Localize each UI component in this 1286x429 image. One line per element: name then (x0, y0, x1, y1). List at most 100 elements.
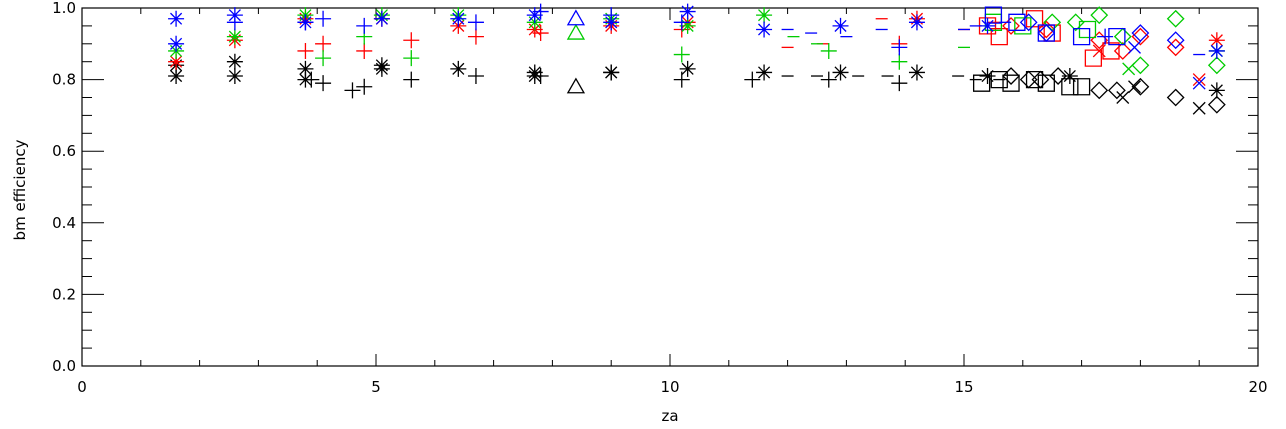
plus-marker (226, 14, 243, 31)
asterisk-marker (908, 64, 925, 81)
diamond-marker (1002, 16, 1020, 35)
plus-marker (297, 42, 314, 59)
asterisk-marker (603, 64, 620, 81)
plot-frame (81, 7, 1259, 367)
square-marker (1037, 24, 1055, 42)
diamond-marker (1166, 38, 1185, 57)
diamond-marker (1131, 56, 1150, 75)
plus-marker (467, 14, 484, 31)
square-marker (1102, 42, 1120, 60)
diamond-marker (1031, 70, 1050, 89)
cross-marker (1116, 91, 1130, 104)
diamond-marker (1090, 81, 1109, 100)
plus-marker (891, 53, 908, 70)
square-marker (1108, 27, 1126, 46)
cross-marker (1128, 80, 1141, 94)
plus-marker (467, 68, 484, 85)
cross-marker (1192, 73, 1206, 87)
asterisk-marker (679, 17, 696, 34)
plus-marker (820, 42, 837, 59)
diamond-marker (1066, 13, 1085, 32)
triangle-marker (566, 77, 586, 94)
plus-marker (403, 71, 420, 88)
x-axis-title: za (661, 407, 678, 425)
square-marker (990, 70, 1008, 89)
cross-marker (1192, 76, 1206, 90)
square-marker (990, 27, 1008, 46)
asterisk-marker (450, 60, 467, 77)
plus-marker (673, 46, 690, 63)
y-tick-label: 0.6 (52, 142, 76, 160)
asterisk-marker (756, 64, 773, 81)
plus-marker (403, 32, 420, 49)
y-tick-label: 0.4 (52, 214, 76, 232)
asterisk-marker (297, 60, 314, 77)
asterisk-marker (1208, 32, 1225, 49)
diamond-marker (1037, 20, 1056, 39)
square-marker (1002, 74, 1020, 92)
plus-marker (303, 71, 320, 88)
diamond-marker (1131, 24, 1150, 42)
plus-marker (603, 7, 620, 24)
asterisk-marker (226, 68, 243, 85)
diamond-marker (1037, 24, 1056, 42)
asterisk-marker (373, 10, 390, 27)
diamond-marker (1019, 70, 1038, 89)
diamond-marker (1131, 77, 1150, 96)
asterisk-marker (168, 68, 185, 85)
asterisk-marker (1061, 68, 1078, 85)
plus-marker (356, 42, 373, 59)
y-tick-label: 1.0 (52, 0, 76, 17)
square-marker (1025, 70, 1044, 89)
plus-marker (891, 75, 908, 92)
x-tick-label: 0 (77, 378, 87, 396)
plus-marker (315, 75, 332, 92)
plus-marker (1097, 28, 1114, 45)
x-tick-label: 5 (371, 378, 381, 396)
plus-marker (532, 3, 549, 20)
diamond-marker (1166, 88, 1185, 107)
asterisk-marker (679, 60, 696, 77)
plus-marker (344, 82, 361, 99)
plus-marker (532, 25, 549, 42)
cross-marker (1122, 62, 1136, 76)
plus-marker (315, 10, 332, 27)
diamond-marker (1166, 9, 1185, 28)
square-marker (972, 74, 991, 92)
square-marker (1008, 13, 1026, 31)
asterisk-marker (1208, 42, 1225, 59)
plus-marker (820, 71, 837, 88)
plot-border (81, 7, 1259, 367)
cross-marker (1192, 101, 1206, 115)
diamond-marker (1207, 95, 1226, 114)
cross-marker (1128, 40, 1141, 54)
x-tick-label: 20 (1248, 378, 1267, 396)
plus-marker (315, 35, 332, 52)
plus-marker (744, 71, 761, 88)
plus-marker (673, 14, 690, 31)
asterisk-marker (168, 35, 185, 52)
asterisk-marker (832, 17, 849, 34)
x-tick-label: 10 (660, 378, 679, 396)
square-marker (984, 6, 1003, 24)
plus-marker (532, 68, 549, 85)
triangle-marker (566, 9, 586, 26)
plus-marker (356, 78, 373, 95)
plus-marker (467, 28, 484, 45)
asterisk-marker (1208, 82, 1225, 99)
triangle-marker (566, 23, 586, 40)
diamond-marker (1113, 42, 1132, 60)
asterisk-marker (168, 10, 185, 27)
y-tick-label: 0.8 (52, 71, 76, 89)
asterisk-marker (373, 57, 390, 74)
diamond-marker (1090, 6, 1109, 25)
axis-ticks: 0 5 10 15 20 0.0 0.2 0.4 0.6 0.8 1.0 (52, 0, 1267, 396)
square-marker (978, 17, 997, 35)
x-tick-label: 15 (954, 378, 973, 396)
diamond-marker (1002, 67, 1020, 85)
square-marker (1084, 49, 1103, 67)
plus-marker (673, 71, 690, 88)
asterisk-marker (979, 68, 996, 85)
plus-marker (315, 50, 332, 67)
diamond-marker (1107, 81, 1126, 100)
